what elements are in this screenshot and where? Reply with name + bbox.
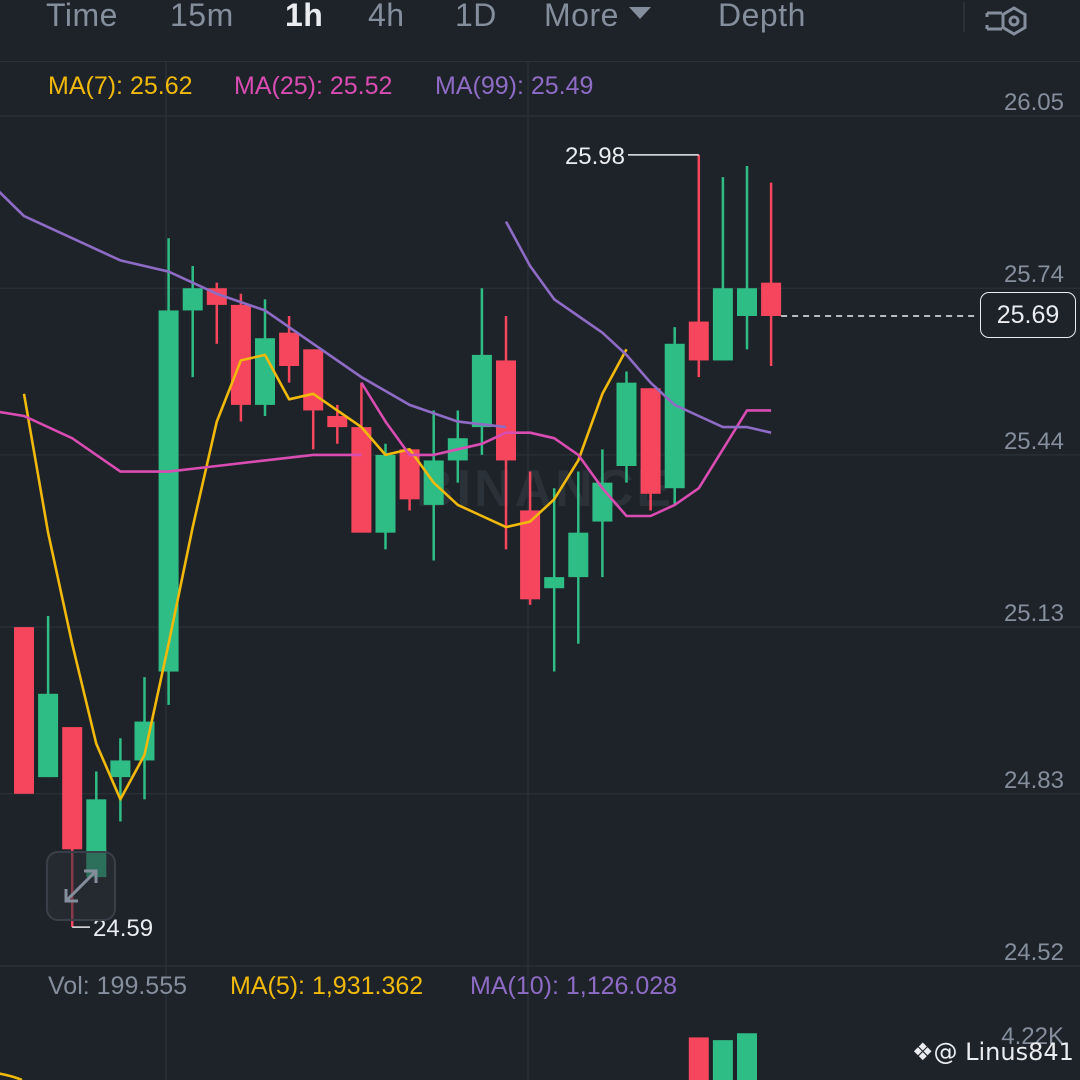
- ma99-line-lead: [0, 190, 507, 429]
- tab-15m[interactable]: 15m: [170, 0, 234, 33]
- header-divider: [0, 61, 1080, 62]
- candle-body: [761, 282, 782, 316]
- candle-body: [664, 343, 685, 489]
- fullscreen-button[interactable]: [46, 851, 116, 921]
- candle-body: [375, 454, 396, 533]
- candle-body: [327, 416, 348, 428]
- current-price-badge: 25.69: [980, 292, 1076, 338]
- candle-body: [688, 321, 709, 361]
- timeframe-tabs: Time 15m 1h 4h 1D More Depth: [0, 0, 1080, 40]
- candle-body: [496, 360, 516, 461]
- ma25-line-lead: [0, 410, 362, 473]
- price-axis-label: 24.83: [1004, 767, 1064, 794]
- candle-body: [62, 727, 83, 850]
- candle-body: [279, 332, 300, 366]
- diamond-logo-icon: ❖: [912, 1038, 934, 1066]
- ma25-line: [360, 382, 772, 518]
- ma99-line-guide: [0, 183, 506, 422]
- candle-body: [158, 310, 179, 672]
- candle-body: [520, 510, 541, 600]
- candle-body: [110, 760, 131, 778]
- price-axis-label: 26.05: [1004, 89, 1064, 116]
- ma7-line: [22, 348, 628, 801]
- ma7-label: MA(7): 25.62: [48, 72, 193, 100]
- author-handle-text: @ Linus841: [933, 1038, 1074, 1066]
- tab-divider: [963, 2, 965, 32]
- tab-more-label: More: [544, 0, 619, 33]
- author-handle: ❖@ Linus841: [912, 1038, 1074, 1066]
- price-axis-label: 25.44: [1004, 428, 1064, 455]
- ma25-label: MA(25): 25.52: [234, 72, 393, 100]
- candle-body: [255, 338, 275, 405]
- volume-bar: [712, 1040, 733, 1080]
- price-axis-label: 25.74: [1004, 261, 1064, 288]
- candle-body: [712, 288, 733, 361]
- tab-depth[interactable]: Depth: [718, 0, 806, 33]
- volume-ma5-line: [0, 1072, 23, 1080]
- volume-ma10-label: MA(10): 1,126.028: [470, 972, 678, 1000]
- candle-body: [399, 449, 420, 500]
- price-axis-label: 24.52: [1004, 939, 1064, 966]
- ma99-line: [504, 220, 772, 434]
- chevron-down-icon: [628, 6, 651, 19]
- candle-body: [568, 532, 589, 578]
- tab-4h[interactable]: 4h: [368, 0, 405, 33]
- ma99-label: MA(99): 25.49: [435, 72, 594, 100]
- candle-body: [640, 388, 661, 494]
- high-marker-label: 25.98: [565, 143, 625, 170]
- expand-icon: [64, 869, 98, 903]
- volume-label: Vol: 199.555: [48, 972, 188, 1000]
- price-axis-label: 25.13: [1004, 600, 1064, 627]
- candle-body: [544, 577, 565, 589]
- tab-1d[interactable]: 1D: [455, 0, 497, 33]
- volume-bar: [737, 1033, 757, 1080]
- tab-time[interactable]: Time: [46, 0, 118, 33]
- candle-body: [303, 349, 324, 411]
- chart-settings-icon[interactable]: [984, 4, 1030, 38]
- candle-body: [230, 304, 251, 405]
- candle-body: [616, 382, 637, 466]
- candle-body: [471, 354, 492, 428]
- volume-axis-label: 4.22K: [1001, 1023, 1064, 1050]
- volume-bar: [688, 1037, 709, 1080]
- volume-ma5-label: MA(5): 1,931.362: [230, 972, 424, 1000]
- candle-body: [182, 288, 203, 311]
- candle-body: [351, 427, 372, 533]
- candle-body: [14, 627, 34, 794]
- tab-1h[interactable]: 1h: [285, 0, 324, 33]
- candle-body: [38, 693, 59, 778]
- tab-more[interactable]: More: [544, 0, 651, 34]
- candle-body: [737, 288, 757, 316]
